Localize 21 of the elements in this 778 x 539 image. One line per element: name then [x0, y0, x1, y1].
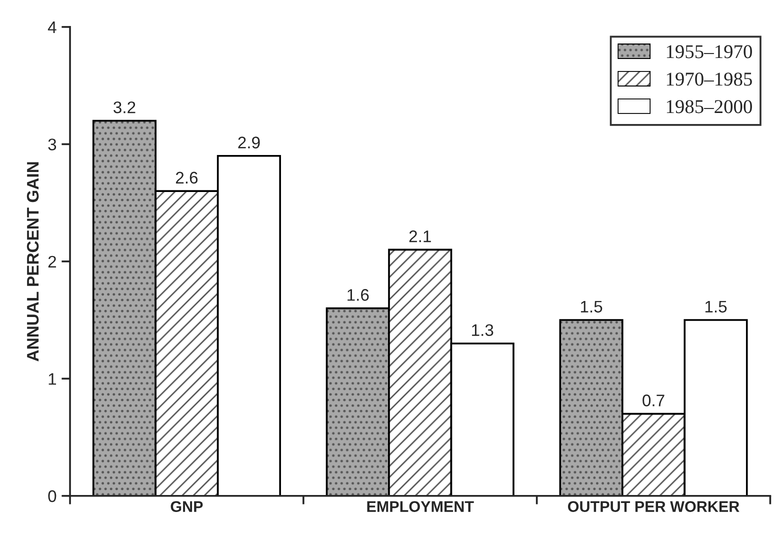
x-tick-label: GNP: [170, 501, 203, 512]
legend-label: 1955–1970: [666, 45, 752, 58]
data-label: 2.1: [409, 230, 431, 242]
data-label: 1.5: [705, 300, 727, 313]
data-label: 1.5: [580, 300, 602, 313]
data-label: 2.6: [176, 172, 198, 184]
data-label: 1.3: [472, 324, 494, 336]
data-label: 3.2: [114, 101, 136, 114]
legend-label: 1985–2000: [666, 100, 752, 114]
data-label: 0.7: [642, 394, 664, 406]
y-tick-label: 0: [48, 490, 56, 502]
legend-label: 1970–1985: [666, 72, 752, 86]
y-axis-title: ANNUAL PERCENT GAIN: [26, 162, 39, 362]
y-tick-label: 4: [48, 22, 56, 33]
data-label: 2.9: [238, 136, 260, 148]
data-label: 1.6: [348, 289, 369, 301]
y-tick-label: 3: [48, 138, 56, 150]
x-tick-label: OUTPUT PER WORKER: [568, 501, 740, 512]
x-tick-label: EMPLOYMENT: [367, 501, 474, 512]
y-tick-label: 2: [48, 256, 56, 268]
y-tick-label: 1: [48, 373, 56, 385]
